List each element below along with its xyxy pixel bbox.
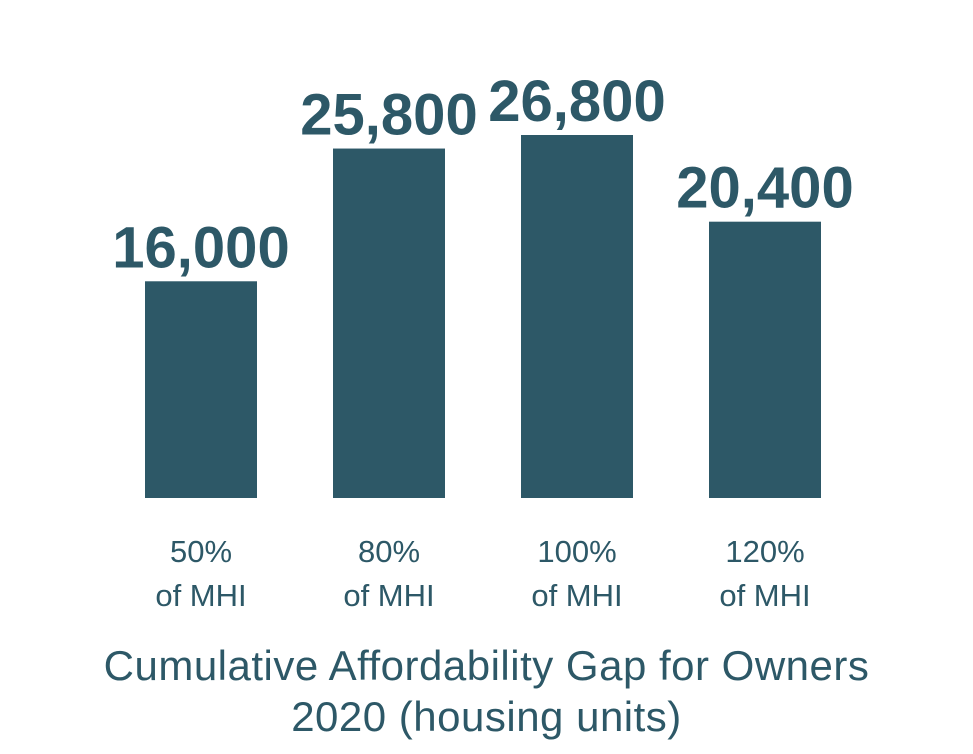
x-tick-label: of MHI <box>719 578 810 613</box>
x-tick-label: of MHI <box>155 578 246 613</box>
chart-subtitle: 2020 (housing units) <box>291 693 682 740</box>
x-tick-label: 50% <box>170 534 232 569</box>
x-tick-label: of MHI <box>343 578 434 613</box>
chart-title: Cumulative Affordability Gap for Owners <box>103 642 870 689</box>
x-tick-label: 120% <box>725 534 804 569</box>
data-label: 20,400 <box>676 156 853 221</box>
bar <box>709 221 821 498</box>
data-label: 16,000 <box>112 215 289 280</box>
data-label: 25,800 <box>300 83 477 148</box>
bar <box>333 148 445 498</box>
x-tick-label: of MHI <box>531 578 622 613</box>
x-tick-label: 100% <box>537 534 616 569</box>
category-label-group: 50% of MHI 80% of MHI 100% of MHI 120% of MHI <box>155 534 810 613</box>
data-label: 26,800 <box>488 69 665 134</box>
bar <box>521 135 633 498</box>
x-tick-label: 80% <box>358 534 420 569</box>
bar-group <box>145 135 821 498</box>
bar <box>145 281 257 498</box>
